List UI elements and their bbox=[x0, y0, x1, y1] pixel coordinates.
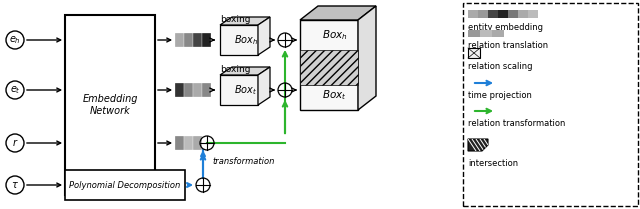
Text: time projection: time projection bbox=[468, 91, 532, 100]
Bar bbox=[518, 10, 528, 18]
Bar bbox=[184, 83, 193, 97]
Bar bbox=[468, 10, 478, 18]
Bar bbox=[488, 10, 498, 18]
Text: $Box_h$: $Box_h$ bbox=[234, 33, 258, 47]
Text: relation scaling: relation scaling bbox=[468, 62, 532, 71]
Bar bbox=[478, 10, 488, 18]
Text: $Box_t$: $Box_t$ bbox=[234, 83, 258, 97]
Polygon shape bbox=[220, 17, 270, 25]
Bar bbox=[220, 75, 258, 105]
Polygon shape bbox=[358, 6, 376, 110]
Bar bbox=[202, 33, 211, 47]
Text: relation transformation: relation transformation bbox=[468, 119, 565, 128]
Bar bbox=[220, 25, 258, 55]
Text: relation translation: relation translation bbox=[468, 41, 548, 50]
Text: Polynomial Decomposition: Polynomial Decomposition bbox=[69, 181, 180, 190]
Text: boxing: boxing bbox=[220, 65, 250, 74]
Text: $\tau$: $\tau$ bbox=[11, 180, 19, 190]
Text: $r$: $r$ bbox=[12, 138, 19, 149]
Bar bbox=[468, 30, 480, 37]
Text: $e_h$: $e_h$ bbox=[9, 34, 21, 46]
Bar bbox=[184, 33, 193, 47]
Text: intersection: intersection bbox=[468, 159, 518, 168]
Bar bbox=[528, 10, 538, 18]
Bar bbox=[175, 83, 184, 97]
Polygon shape bbox=[220, 67, 270, 75]
Bar bbox=[193, 136, 202, 150]
Bar bbox=[202, 83, 211, 97]
Text: $Box_t$: $Box_t$ bbox=[322, 88, 347, 102]
Bar bbox=[300, 50, 358, 85]
Bar bbox=[468, 48, 480, 58]
Polygon shape bbox=[468, 139, 488, 151]
Text: Embedding
Network: Embedding Network bbox=[83, 94, 138, 116]
Bar bbox=[492, 30, 504, 37]
Bar bbox=[480, 30, 492, 37]
Bar bbox=[193, 83, 202, 97]
Bar bbox=[175, 33, 184, 47]
Bar bbox=[184, 136, 193, 150]
Bar bbox=[508, 10, 518, 18]
Polygon shape bbox=[258, 17, 270, 55]
Text: transformation: transformation bbox=[212, 157, 275, 166]
Text: $Box_h$: $Box_h$ bbox=[321, 28, 348, 42]
Bar bbox=[498, 10, 508, 18]
Bar bbox=[175, 136, 184, 150]
Polygon shape bbox=[300, 6, 376, 20]
Bar bbox=[300, 20, 358, 110]
Text: boxing: boxing bbox=[220, 15, 250, 24]
Polygon shape bbox=[258, 67, 270, 105]
Bar bbox=[193, 33, 202, 47]
Text: $e_t$: $e_t$ bbox=[10, 84, 20, 96]
Text: entity embedding: entity embedding bbox=[468, 23, 543, 32]
Bar bbox=[65, 170, 185, 200]
Bar bbox=[463, 3, 638, 206]
Bar bbox=[65, 15, 155, 195]
